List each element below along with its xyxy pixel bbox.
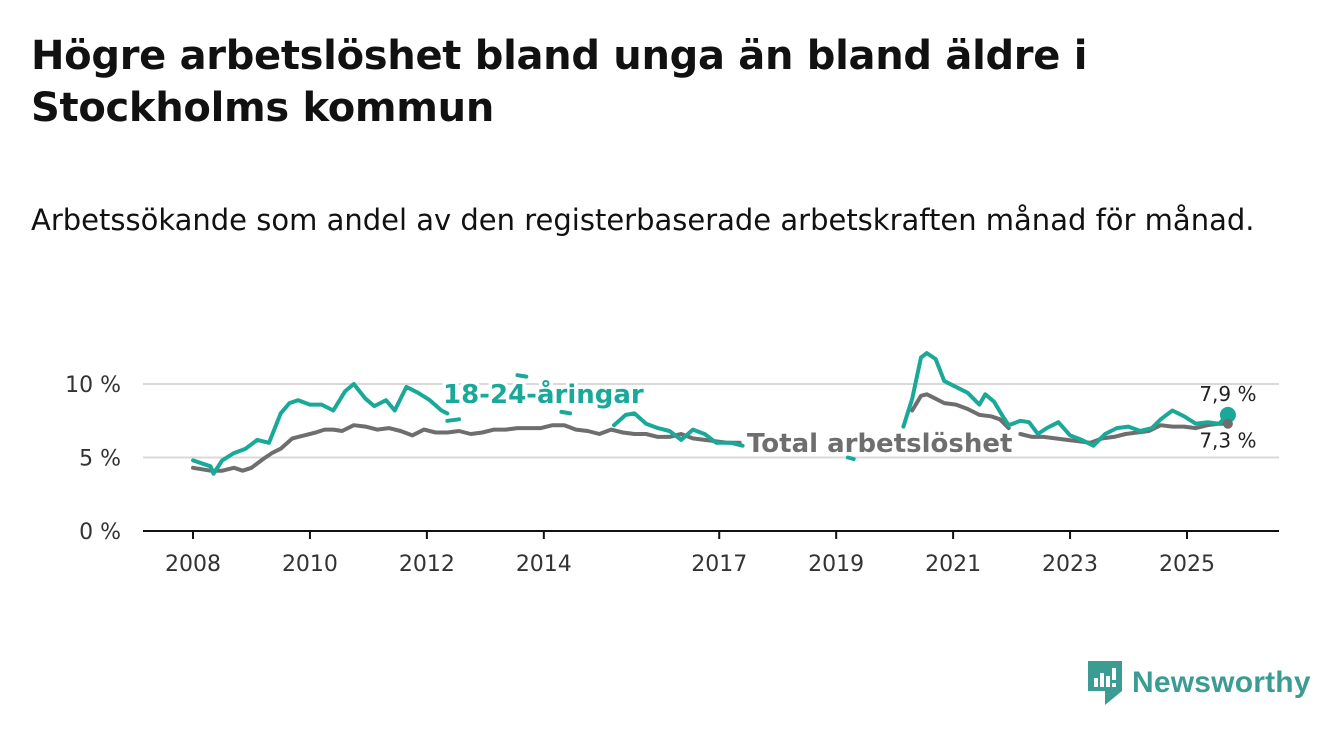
y-tick-label: 0 % bbox=[79, 520, 121, 545]
y-axis-labels: 0 % 5 % 10 % bbox=[65, 373, 121, 545]
x-tick-label: 2019 bbox=[808, 552, 864, 577]
series-lines bbox=[191, 351, 1236, 476]
newsworthy-logo[interactable]: Newsworthy bbox=[1088, 660, 1311, 706]
end-value-label-18-24: 7,9 % bbox=[1199, 382, 1256, 406]
series-labels: 7,9 % 7,3 % 18-24-åringar Total arbetslöshe… bbox=[440, 375, 1257, 463]
y-tick-label: 5 % bbox=[79, 447, 121, 472]
series-label-18-24: 18-24-åringar bbox=[443, 378, 644, 410]
x-tick-label: 2008 bbox=[165, 552, 221, 577]
series-label-total: Total arbetslöshet bbox=[747, 429, 1012, 459]
x-tick-label: 2023 bbox=[1042, 552, 1098, 577]
bar-chart-logo-icon bbox=[1088, 661, 1122, 705]
y-tick-label: 10 % bbox=[65, 373, 121, 398]
x-tick-label: 2014 bbox=[516, 552, 572, 577]
series-line-total bbox=[191, 392, 1230, 473]
x-axis: 2008 2010 2012 2014 2017 2019 2021 2023 2025 bbox=[143, 530, 1279, 577]
end-marker-total bbox=[1222, 418, 1233, 429]
gridlines bbox=[143, 383, 1279, 459]
end-marker-18-24 bbox=[1219, 406, 1236, 423]
x-tick-label: 2010 bbox=[282, 552, 338, 577]
brand-name: Newsworthy bbox=[1132, 666, 1311, 699]
x-tick-label: 2021 bbox=[925, 552, 981, 577]
end-value-label-total: 7,3 % bbox=[1199, 429, 1256, 453]
chart-subtitle: Arbetssökande som andel av den registerb… bbox=[31, 203, 1255, 237]
x-tick-label: 2012 bbox=[399, 552, 455, 577]
x-tick-label: 2017 bbox=[691, 552, 747, 577]
series-line-18-24 bbox=[191, 351, 1230, 476]
chart-title: Högre arbetslöshet bland unga än bland ä… bbox=[31, 33, 1088, 131]
x-tick-label: 2025 bbox=[1159, 552, 1215, 577]
